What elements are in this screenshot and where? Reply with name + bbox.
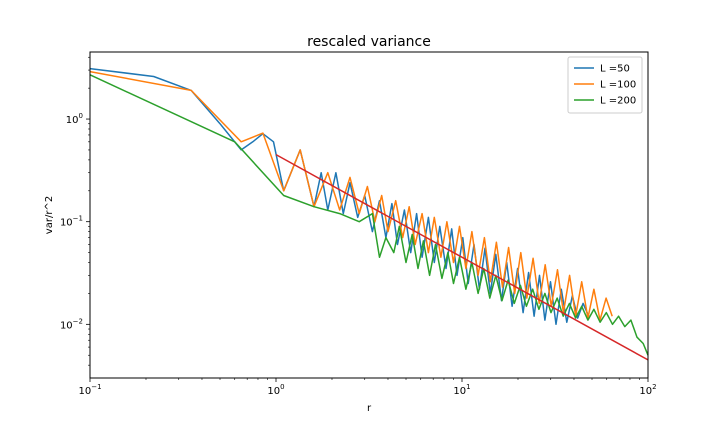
x-axis-label: r — [367, 403, 372, 414]
chart-title: rescaled variance — [307, 34, 431, 50]
legend: L =50 L =100 L =200 — [567, 56, 643, 114]
x-tick-label: 102 — [639, 383, 656, 397]
legend-label: L =50 — [600, 64, 630, 75]
series-line-fit-3 — [275, 153, 649, 361]
y-axis-label: var/r^2 — [44, 196, 55, 234]
legend-label: L =200 — [600, 96, 636, 107]
x-tick-label: 101 — [453, 383, 470, 397]
legend-box — [567, 56, 643, 114]
series-line-l-200 — [89, 74, 649, 356]
y-tick-label: 10−1 — [60, 215, 83, 229]
y-tick-label: 10−2 — [60, 317, 83, 331]
y-tick-label: 100 — [66, 112, 83, 126]
x-tick-label: 10−1 — [78, 383, 101, 397]
x-tick-label: 100 — [267, 383, 284, 397]
plot-frame — [89, 51, 649, 379]
series-line-l-100 — [89, 70, 613, 321]
series-layer — [89, 67, 649, 361]
legend-label: L =100 — [600, 80, 636, 91]
ticks-layer: 10−1 100 101 102 10−2 10−1 100 — [60, 56, 657, 397]
